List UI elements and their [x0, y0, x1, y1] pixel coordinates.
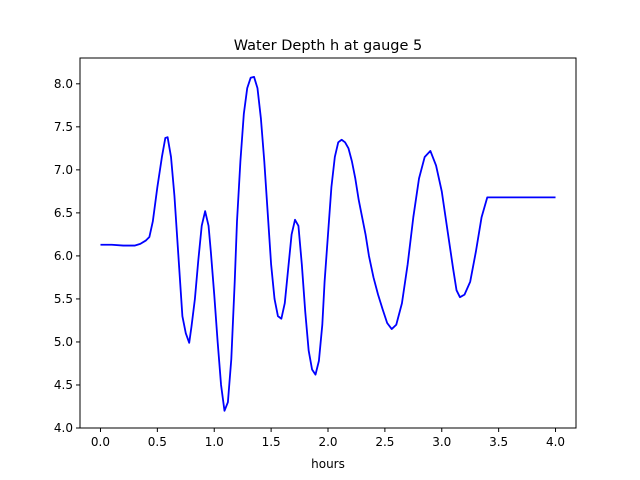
x-tick-label: 1.0 — [205, 435, 224, 449]
x-tick-label: 3.0 — [432, 435, 451, 449]
x-tick-label: 1.5 — [262, 435, 281, 449]
y-tick-label: 5.5 — [54, 292, 73, 306]
y-axis: 4.0 4.5 5.0 5.5 6.0 6.5 7.0 7.5 8.0 — [54, 77, 80, 435]
series-line — [100, 76, 556, 412]
y-tick-label: 6.5 — [54, 206, 73, 220]
x-tick-label: 2.0 — [318, 435, 337, 449]
x-tick-label: 0.5 — [148, 435, 167, 449]
x-tick-label: 3.5 — [489, 435, 508, 449]
y-tick-label: 7.0 — [54, 163, 73, 177]
y-tick-label: 4.5 — [54, 378, 73, 392]
y-tick-label: 5.0 — [54, 335, 73, 349]
x-tick-label: 0.0 — [91, 435, 110, 449]
x-tick-label: 4.0 — [546, 435, 565, 449]
series-layer — [100, 76, 556, 412]
y-tick-label: 8.0 — [54, 77, 73, 91]
y-tick-label: 6.0 — [54, 249, 73, 263]
y-tick-label: 7.5 — [54, 120, 73, 134]
x-tick-label: 2.5 — [375, 435, 394, 449]
y-tick-label: 4.0 — [54, 421, 73, 435]
x-axis-label: hours — [311, 457, 345, 471]
chart-title: Water Depth h at gauge 5 — [234, 38, 422, 54]
x-axis: 0.0 0.5 1.0 1.5 2.0 2.5 3.0 3.5 4.0 — [91, 428, 565, 449]
